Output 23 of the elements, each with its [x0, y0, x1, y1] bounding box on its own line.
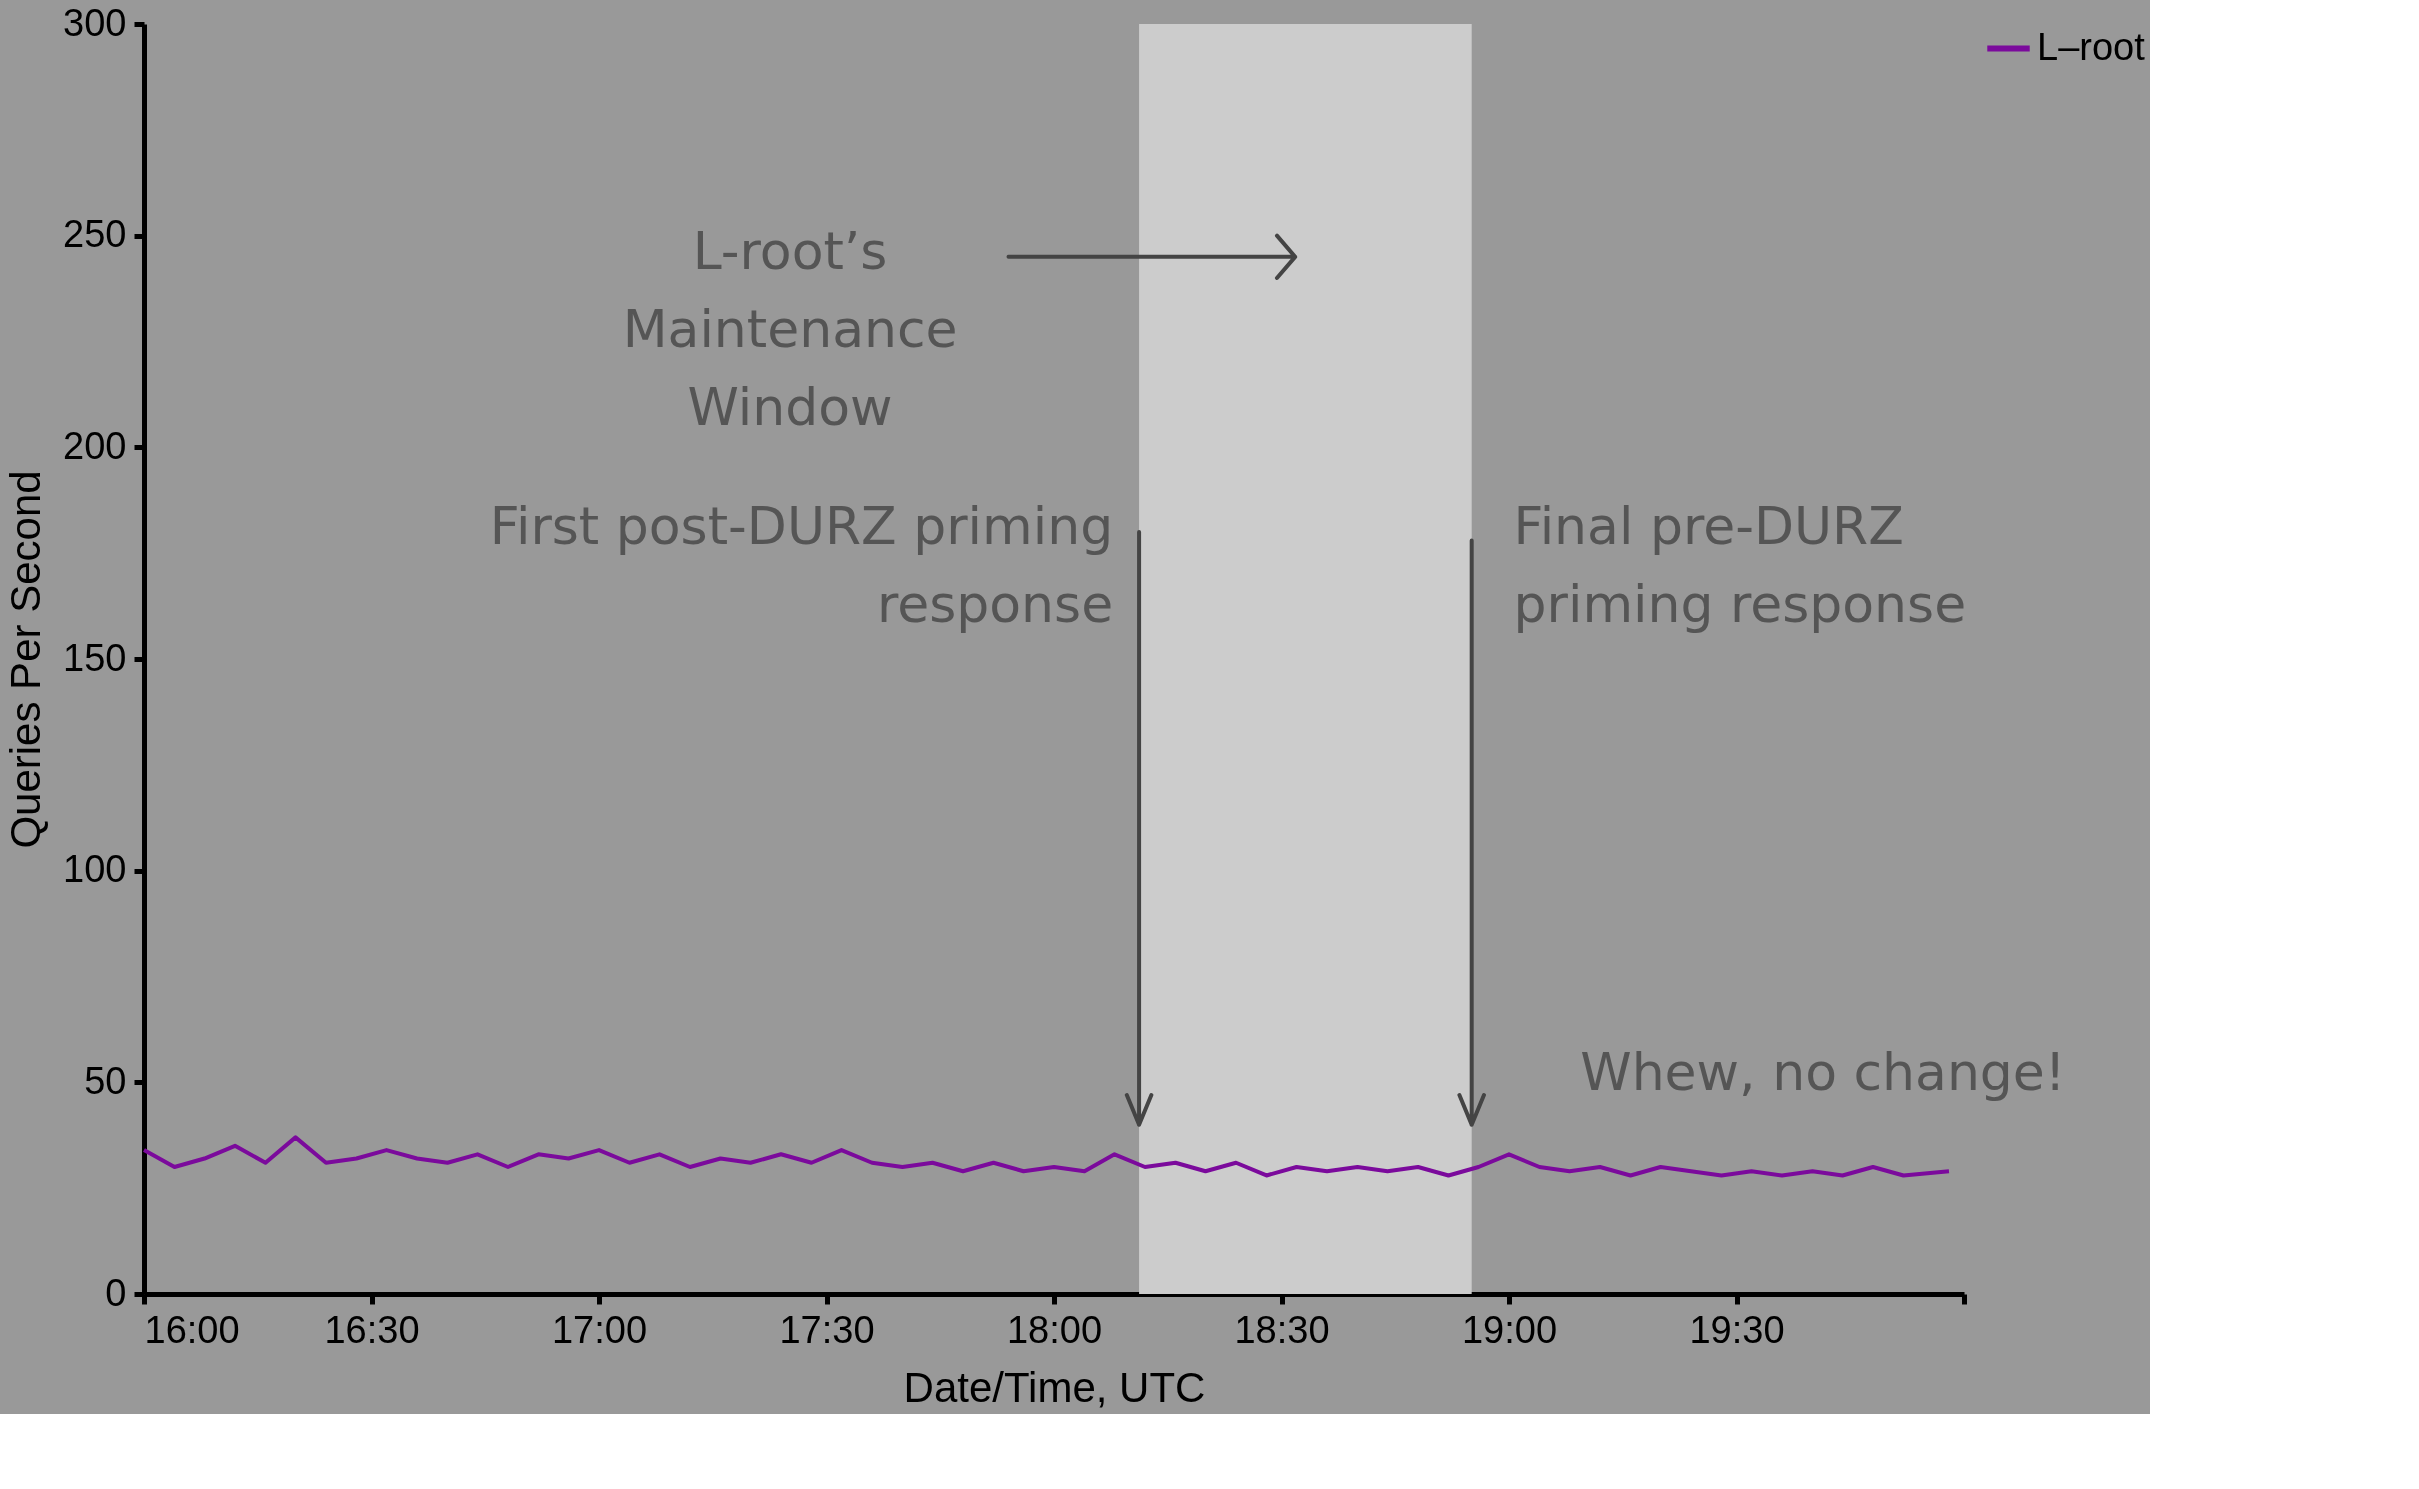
y-tick-label: 150 — [63, 636, 127, 679]
y-tick-label: 50 — [84, 1059, 127, 1102]
line-series — [142, 1135, 1951, 1178]
annotation: First post-DURZ priming response — [489, 495, 1114, 634]
x-tick-label: 19:30 — [1689, 1308, 1785, 1351]
x-axis-title: Date/Time, UTC — [903, 1363, 1206, 1411]
y-tick-label: 100 — [63, 848, 127, 891]
annotation: Whew, no change! — [1580, 1041, 2066, 1102]
y-axis-title: Queries Per Second — [2, 470, 50, 849]
y-tick-label: 300 — [63, 1, 127, 44]
legend-label: L–root — [2037, 25, 2146, 68]
annotation: L-root’s Maintenance Window — [622, 220, 958, 437]
annotation: Final pre-DURZ priming response — [1513, 495, 1967, 634]
x-tick-label: 16:30 — [324, 1308, 420, 1351]
x-tick-label: 18:00 — [1006, 1308, 1103, 1351]
x-tick-label: 19:00 — [1461, 1308, 1558, 1351]
y-tick-label: 250 — [63, 213, 127, 256]
y-tick-label: 0 — [105, 1271, 127, 1314]
x-tick-label: 17:30 — [779, 1308, 875, 1351]
x-tick-label: 16:00 — [144, 1308, 240, 1351]
x-tick-label: 17:00 — [551, 1308, 648, 1351]
x-tick-label: 18:30 — [1234, 1308, 1330, 1351]
y-tick-label: 200 — [63, 424, 127, 467]
